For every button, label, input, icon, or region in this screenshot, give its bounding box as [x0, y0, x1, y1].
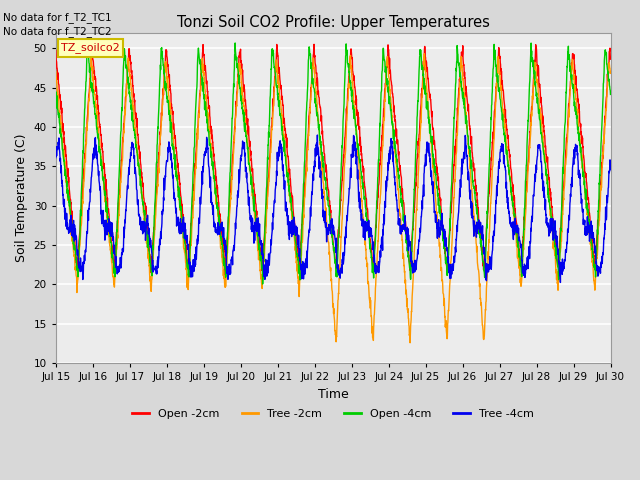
Y-axis label: Soil Temperature (C): Soil Temperature (C)	[15, 133, 28, 262]
Text: TZ_soilco2: TZ_soilco2	[61, 42, 120, 53]
Text: No data for f_T2_TC1: No data for f_T2_TC1	[3, 12, 112, 23]
Legend: Open -2cm, Tree -2cm, Open -4cm, Tree -4cm: Open -2cm, Tree -2cm, Open -4cm, Tree -4…	[128, 405, 538, 423]
Title: Tonzi Soil CO2 Profile: Upper Temperatures: Tonzi Soil CO2 Profile: Upper Temperatur…	[177, 15, 490, 30]
X-axis label: Time: Time	[318, 388, 349, 401]
Text: No data for f_T2_TC2: No data for f_T2_TC2	[3, 26, 112, 37]
